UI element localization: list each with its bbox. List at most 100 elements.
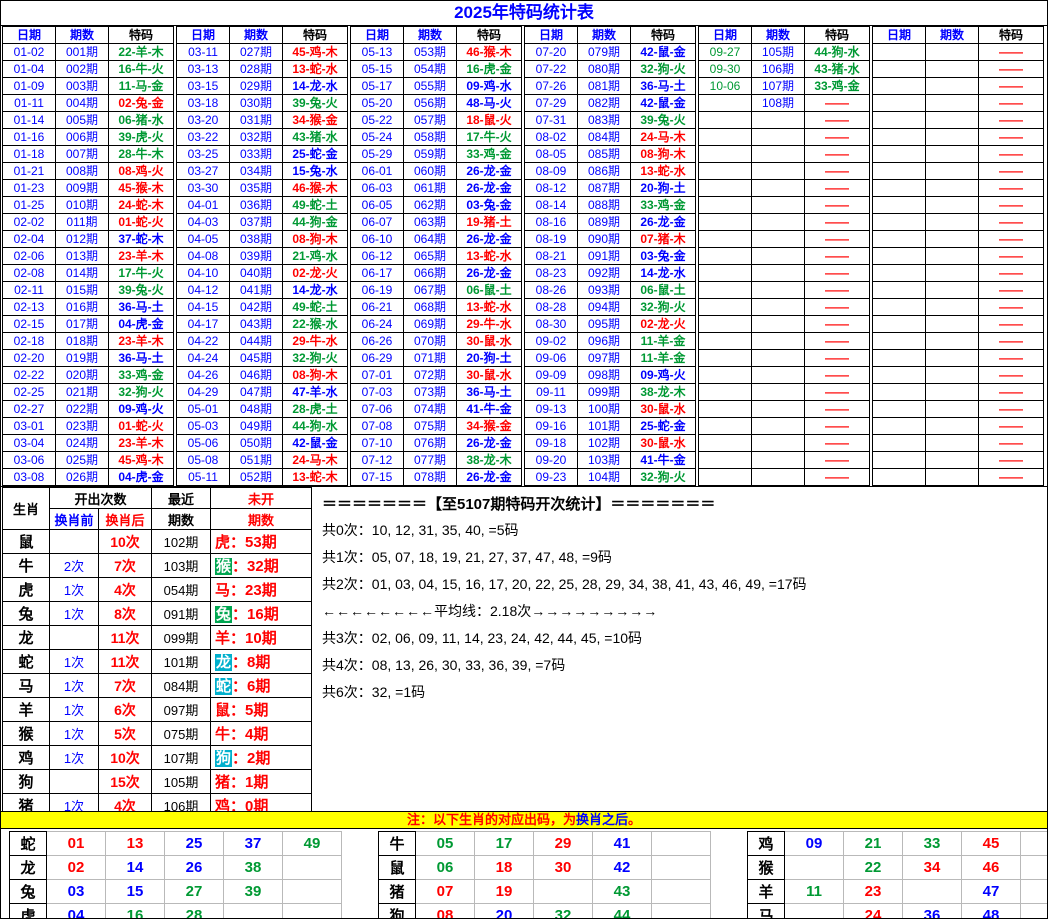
draw-row: 01-11 004期 02-兔-金	[2, 94, 174, 112]
draw-row: ——	[872, 451, 1044, 469]
date-cell: 05-06	[176, 434, 230, 452]
date-cell: 07-08	[350, 417, 404, 435]
date-cell	[872, 366, 926, 384]
draw-row: 04-12 041期 14-龙-水	[176, 281, 348, 299]
date-cell: 08-19	[524, 230, 578, 248]
code-cell: 30-鼠-水	[456, 366, 522, 384]
number-cell: 26	[164, 855, 224, 880]
period-header: 期数	[751, 26, 805, 44]
period-cell	[925, 94, 979, 112]
period-cell: 037期	[229, 213, 283, 231]
pending-cell: 兔：16期	[210, 601, 312, 626]
date-cell	[872, 332, 926, 350]
pending-cell: 蛇：6期	[210, 673, 312, 698]
period-cell: 063期	[403, 213, 457, 231]
date-cell: 08-28	[524, 298, 578, 316]
date-cell: 08-14	[524, 196, 578, 214]
code-cell: 36-马-土	[108, 298, 174, 316]
code-cell: ——	[804, 94, 870, 112]
pending-zodiac: 狗	[215, 750, 233, 767]
draw-row: 03-11 027期 45-鸡-木	[176, 43, 348, 61]
period-cell: 023期	[55, 417, 109, 435]
code-cell: 49-蛇-土	[282, 298, 348, 316]
period-cell: 065期	[403, 247, 457, 265]
code-cell: ——	[804, 349, 870, 367]
draw-row: 06-26 070期 30-鼠-水	[350, 332, 522, 350]
period-cell: 025期	[55, 451, 109, 469]
code-cell: 33-鸡-金	[456, 145, 522, 163]
zodiac-name: 虎	[2, 577, 50, 602]
frequency-line-2: 共2次：01, 03, 04, 15, 16, 17, 20, 22, 25, …	[322, 576, 807, 592]
draw-row: 03-25 033期 25-蛇-金	[176, 145, 348, 163]
period-cell	[925, 417, 979, 435]
draw-row: 03-20 031期 34-猴-金	[176, 111, 348, 129]
frequency-stats: ＝＝＝＝＝＝＝【至5107期特码开次统计】＝＝＝＝＝＝＝ 共0次：10, 12,…	[312, 487, 1047, 811]
numbers-row: 猪 07 19 43	[378, 879, 711, 904]
date-cell: 03-08	[2, 468, 56, 486]
date-cell	[698, 451, 752, 469]
draw-row: 02-22 020期 33-鸡-金	[2, 366, 174, 384]
period-cell: 102期	[577, 434, 631, 452]
pending-value: 53期	[245, 534, 277, 551]
code-cell: ——	[804, 383, 870, 401]
period-cell	[925, 213, 979, 231]
count-before-change: 2次	[49, 553, 99, 578]
date-cell	[872, 60, 926, 78]
draw-row: 02-08 014期 17-牛-火	[2, 264, 174, 282]
number-cell: 02	[46, 855, 106, 880]
pending-value: 6期	[247, 678, 271, 695]
draw-row: 05-15 054期 16-虎-金	[350, 60, 522, 78]
date-cell: 05-20	[350, 94, 404, 112]
period-cell: 066期	[403, 264, 457, 282]
draw-row: 03-22 032期 43-猪-水	[176, 128, 348, 146]
date-cell	[698, 128, 752, 146]
pending-value: 23期	[245, 582, 277, 599]
date-cell: 02-22	[2, 366, 56, 384]
count-before-change	[49, 529, 99, 554]
number-cell: 04	[46, 903, 106, 918]
period-cell: 077期	[403, 451, 457, 469]
number-cell: 09	[784, 831, 844, 856]
date-cell: 07-01	[350, 366, 404, 384]
period-cell: 082期	[577, 94, 631, 112]
date-cell	[872, 179, 926, 197]
draw-row: ——	[872, 383, 1044, 401]
period-cell: 104期	[577, 468, 631, 486]
code-cell: ——	[804, 196, 870, 214]
period-cell: 094期	[577, 298, 631, 316]
period-cell	[751, 366, 805, 384]
pending-zodiac: 牛	[215, 726, 231, 743]
code-cell: ——	[978, 196, 1044, 214]
code-cell: 32-狗-火	[630, 468, 696, 486]
pending-separator: ：	[230, 774, 246, 791]
draw-row: 02-27 022期 09-鸡-火	[2, 400, 174, 418]
period-cell	[925, 332, 979, 350]
code-cell: 04-虎-金	[108, 315, 174, 333]
period-cell: 062期	[403, 196, 457, 214]
date-cell	[872, 196, 926, 214]
zodiac-numbers-block-3: 鸡 09 21 33 45 猴 22 34 46 羊 11 23 47 马 24 36 48	[747, 831, 1047, 918]
period-cell	[925, 145, 979, 163]
period-cell: 091期	[577, 247, 631, 265]
zodiac-row: 猴 1次 5次 075期 牛：4期	[2, 721, 312, 746]
date-cell	[872, 400, 926, 418]
number-cell: 20	[474, 903, 534, 918]
code-cell: ——	[978, 60, 1044, 78]
period-cell: 016期	[55, 298, 109, 316]
number-cell: 05	[415, 831, 475, 856]
draw-row: ——	[698, 434, 870, 452]
period-cell: 022期	[55, 400, 109, 418]
date-cell: 04-22	[176, 332, 230, 350]
period-cell	[751, 332, 805, 350]
code-cell: ——	[804, 213, 870, 231]
period-cell: 096期	[577, 332, 631, 350]
date-cell: 03-13	[176, 60, 230, 78]
draw-row: 08-21 091期 03-兔-金	[524, 247, 696, 265]
zodiac-stats-table: 生肖 开出次数 最近 未开 换肖前 换肖后 期数 期数 鼠 10次 102期 虎：53…	[2, 487, 312, 811]
number-cell: 14	[105, 855, 165, 880]
code-cell: 34-猴-金	[456, 417, 522, 435]
number-cell	[1020, 831, 1047, 856]
date-cell: 09-20	[524, 451, 578, 469]
draw-row: 05-06 050期 42-鼠-金	[176, 434, 348, 452]
